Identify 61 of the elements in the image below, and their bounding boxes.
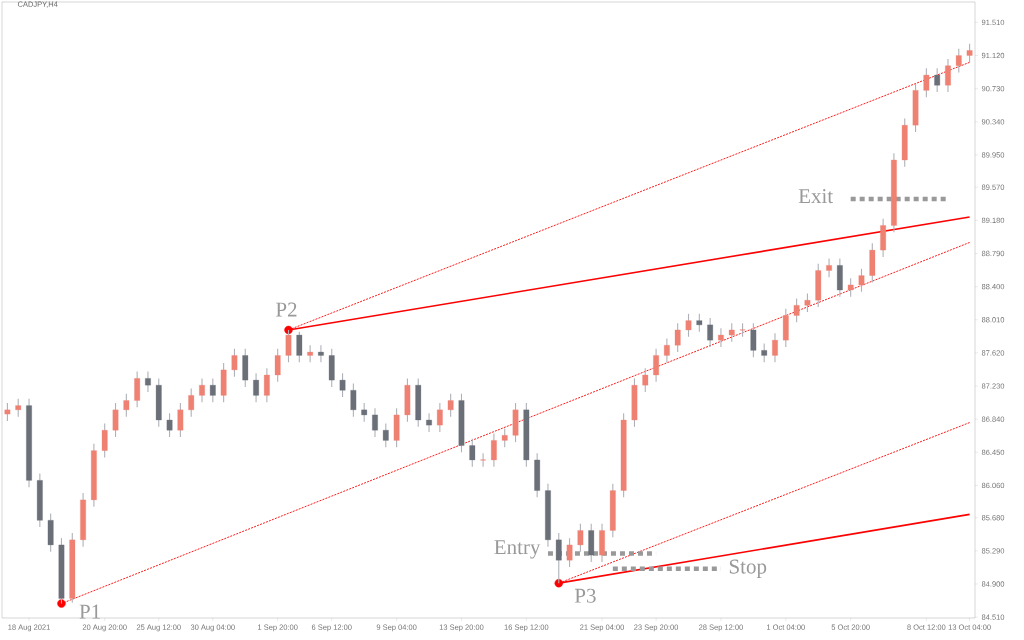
candlestick (318, 344, 324, 363)
candlestick (166, 412, 173, 438)
candlestick (426, 412, 432, 433)
candlestick (361, 402, 368, 423)
candlestick (945, 58, 951, 93)
candlestick (350, 382, 357, 418)
candlestick (209, 377, 216, 403)
candlestick (437, 402, 443, 433)
annotation: Stop (729, 559, 767, 578)
point (284, 325, 293, 335)
candlestick (858, 268, 865, 293)
candlestick (231, 348, 238, 378)
candlestick (296, 331, 303, 363)
candlestick (447, 393, 454, 418)
candlestick (772, 332, 778, 363)
candlestick (188, 388, 195, 418)
candlestick (112, 402, 119, 438)
candlestick (718, 327, 724, 348)
candlestick (479, 452, 487, 468)
candlestick (685, 313, 692, 338)
candlestick (274, 348, 281, 383)
candlestick (577, 523, 584, 553)
candlestick (253, 372, 259, 403)
candlestick (382, 422, 389, 448)
candlestick (750, 322, 757, 358)
candlestick (728, 322, 735, 343)
annotation: P1 (79, 604, 100, 619)
candlestick (804, 292, 811, 313)
candlestick (966, 43, 973, 63)
annotation: P2 (276, 302, 297, 317)
candlestick (264, 367, 270, 403)
candlestick (923, 67, 930, 98)
candlestick (123, 393, 130, 418)
candlestick (653, 348, 659, 383)
candlestick (664, 337, 670, 363)
candlestick (934, 67, 941, 93)
point (57, 599, 66, 608)
candlestick (339, 372, 346, 398)
candlestick (469, 438, 476, 468)
annotation: P3 (574, 588, 596, 603)
candlestick (501, 427, 508, 448)
candlestick (847, 277, 854, 298)
annotation: Exit (798, 189, 834, 204)
candlestick (145, 371, 151, 393)
candlestick (177, 402, 184, 438)
annotation: Entry (494, 540, 541, 559)
candlestick (826, 258, 832, 278)
candlestick (793, 297, 800, 323)
candlestick (955, 48, 962, 74)
candlestick (642, 367, 649, 393)
candlestick (372, 407, 378, 438)
candlestick (307, 344, 313, 363)
candlestick (566, 537, 573, 568)
candlestick (674, 322, 681, 353)
point (554, 578, 563, 588)
candlestick (491, 433, 497, 468)
candlestick (707, 317, 713, 348)
candlestick (761, 343, 768, 363)
candlestick (101, 422, 108, 458)
candlestick (199, 377, 205, 403)
candlestick (134, 371, 140, 408)
